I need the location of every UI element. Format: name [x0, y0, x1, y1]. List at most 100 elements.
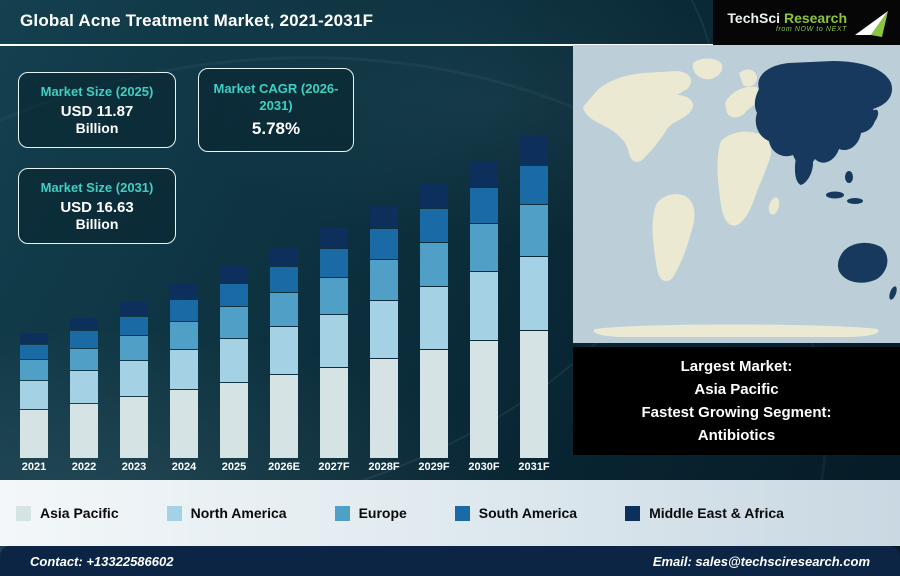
legend-swatch: [625, 505, 641, 521]
market-cagr-value: 5.78%: [251, 118, 301, 138]
bar-2025: [220, 266, 248, 458]
world-map-svg: [573, 45, 900, 343]
market-note-box: Largest Market: Asia Pacific Fastest Gro…: [573, 347, 900, 455]
bar-segment-europe: [470, 224, 498, 272]
island-madagascar: [768, 197, 780, 215]
x-axis-label-2028F: 2028F: [368, 461, 400, 473]
bar-segment-asia-pacific: [320, 367, 348, 458]
bar-segment-europe: [370, 260, 398, 300]
bar-segment-middle-east-africa: [420, 184, 448, 209]
island-indonesia: [826, 191, 844, 199]
bar-segment-south-america: [220, 283, 248, 307]
logo-brand-tech: TechSci: [727, 9, 781, 26]
market-cagr-label: Market CAGR (2026-2031): [213, 81, 339, 113]
logo-arrow-icon: [855, 10, 888, 37]
bar-segment-north-america: [120, 361, 148, 397]
continent-north-america: [583, 71, 694, 162]
bar-segment-middle-east-africa: [20, 333, 48, 344]
bar-segment-middle-east-africa: [170, 284, 198, 300]
bar-segment-europe: [120, 335, 148, 361]
bar-2030F: [470, 161, 498, 458]
x-axis-label-2022: 2022: [71, 461, 97, 473]
bar-segment-middle-east-africa: [520, 136, 548, 165]
logo-brand-research: Research: [783, 9, 847, 26]
bar-segment-north-america: [220, 338, 248, 382]
island-japan: [867, 109, 879, 125]
legend-item-europe: Europe: [334, 505, 407, 521]
bar-2021: [20, 333, 48, 458]
note-line-largest-market-value: Asia Pacific: [694, 380, 779, 398]
island-philippines: [845, 171, 853, 183]
x-axis-label-2030F: 2030F: [468, 461, 500, 473]
bar-segment-europe: [170, 321, 198, 349]
legend-swatch: [166, 505, 182, 521]
x-axis-label-2031F: 2031F: [518, 461, 550, 473]
market-size-2031-value: USD 16.63: [60, 199, 134, 217]
contact-phone: Contact: +13322586602: [30, 553, 174, 569]
bar-segment-north-america: [170, 349, 198, 390]
continent-australia-highlight: [837, 242, 888, 283]
bar-segment-south-america: [370, 229, 398, 260]
bar-2028F: [370, 206, 398, 458]
note-line-fastest-segment-label: Fastest Growing Segment:: [641, 404, 832, 421]
bar-2029F: [420, 184, 448, 458]
legend-item-asia-pacific: Asia Pacific: [16, 505, 119, 521]
legend-label: Middle East & Africa: [649, 505, 784, 521]
continent-europe: [725, 86, 761, 118]
stacked-bar-chart: 2021 2022 2023 2024 2025 2026E 2027F 2028F 2029F…: [0, 45, 573, 480]
region-scandinavia: [739, 69, 757, 87]
bar-2022: [70, 318, 98, 458]
bar-segment-south-america: [470, 188, 498, 224]
x-axis-label-2029F: 2029F: [418, 461, 450, 473]
bar-segment-asia-pacific: [20, 409, 48, 458]
logo-tagline: from NOW to NEXT: [775, 26, 847, 34]
market-size-2031-label: Market Size (2031): [40, 179, 154, 195]
continent-africa: [717, 131, 771, 226]
bar-segment-europe: [220, 307, 248, 338]
market-size-2025-box: Market Size (2025) USD 11.87 Billion: [18, 72, 176, 148]
bar-2027F: [320, 228, 348, 458]
bar-segment-south-america: [520, 165, 548, 204]
legend-swatch: [16, 505, 31, 521]
bar-segment-north-america: [420, 286, 448, 350]
world-map: [573, 45, 900, 343]
bar-segment-north-america: [270, 326, 298, 375]
bar-segment-middle-east-africa: [370, 206, 398, 229]
legend-label: Europe: [358, 505, 407, 521]
bar-segment-europe: [320, 277, 348, 314]
bar-segment-middle-east-africa: [320, 228, 348, 249]
legend-label: Asia Pacific: [40, 505, 119, 521]
note-line-fastest-segment-value: Antibiotics: [697, 427, 776, 445]
legend-label: South America: [478, 505, 578, 521]
x-axis-label-2026E: 2026E: [268, 461, 300, 473]
footer-bar: Contact: +13322586602 Email: sales@techs…: [0, 546, 900, 576]
x-axis-label-2027F: 2027F: [318, 461, 350, 473]
bar-segment-asia-pacific: [270, 375, 298, 458]
page-title: Global Acne Treatment Market, 2021-2031F: [20, 11, 374, 30]
bar-2031F: [520, 136, 548, 458]
market-size-2025-label: Market Size (2025): [40, 83, 154, 99]
island-greenland: [692, 58, 723, 80]
bar-segment-europe: [520, 204, 548, 256]
note-line-largest-market-label: Largest Market:: [680, 357, 793, 375]
bar-segment-europe: [420, 242, 448, 286]
chart-legend: Asia Pacific North America Europe South Ame…: [0, 480, 900, 546]
techsci-logo: TechSci Research from NOW to NEXT: [713, 0, 900, 45]
bar-segment-south-america: [20, 344, 48, 360]
bar-segment-asia-pacific: [120, 397, 148, 458]
island-new-zealand: [889, 286, 897, 300]
bar-segment-north-america: [470, 272, 498, 340]
bar-segment-south-america: [70, 331, 98, 348]
bar-2023: [120, 302, 148, 458]
bar-segment-south-america: [170, 300, 198, 321]
bar-segment-south-america: [120, 316, 148, 335]
legend-item-south-america: South America: [454, 505, 578, 521]
continent-south-america: [652, 194, 695, 282]
bar-segment-asia-pacific: [420, 350, 448, 458]
bar-segment-middle-east-africa: [270, 247, 298, 266]
market-cagr-box: Market CAGR (2026-2031) 5.78%: [198, 68, 354, 152]
bar-segment-north-america: [370, 300, 398, 358]
island-indonesia: [847, 198, 863, 204]
market-size-2025-value: USD 11.87: [60, 103, 134, 121]
bar-2026E: [270, 247, 298, 458]
